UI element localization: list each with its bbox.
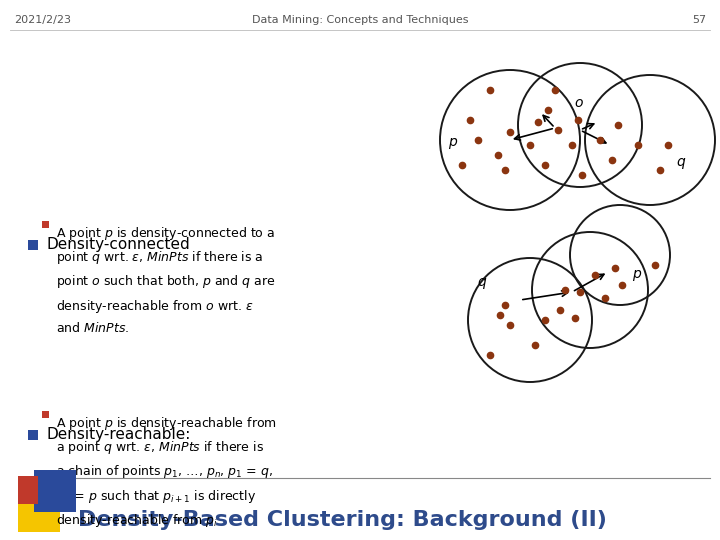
Text: Density-connected: Density-connected xyxy=(46,238,190,253)
Bar xyxy=(18,484,60,532)
Bar xyxy=(42,221,49,228)
Text: A point $p$ is density-connected to a
point $q$ wrt. $\varepsilon$, $MinPts$ if : A point $p$ is density-connected to a po… xyxy=(56,225,276,335)
Text: q: q xyxy=(676,155,685,169)
Text: Data Mining: Concepts and Techniques: Data Mining: Concepts and Techniques xyxy=(252,15,468,25)
Text: q: q xyxy=(477,275,486,289)
Bar xyxy=(28,430,38,440)
Bar xyxy=(42,411,49,418)
Text: o: o xyxy=(574,96,582,110)
Bar xyxy=(18,476,38,504)
Text: p: p xyxy=(632,267,641,281)
Text: 2021/2/23: 2021/2/23 xyxy=(14,15,71,25)
Text: A point $p$ is density-reachable from
a point $q$ wrt. $\varepsilon$, $MinPts$ i: A point $p$ is density-reachable from a … xyxy=(56,415,277,529)
Text: 57: 57 xyxy=(692,15,706,25)
Text: Density-reachable:: Density-reachable: xyxy=(46,428,190,442)
Bar xyxy=(28,240,38,250)
Text: Density-Based Clustering: Background (II): Density-Based Clustering: Background (II… xyxy=(78,510,607,530)
Text: p: p xyxy=(448,135,456,149)
Bar xyxy=(34,470,76,512)
